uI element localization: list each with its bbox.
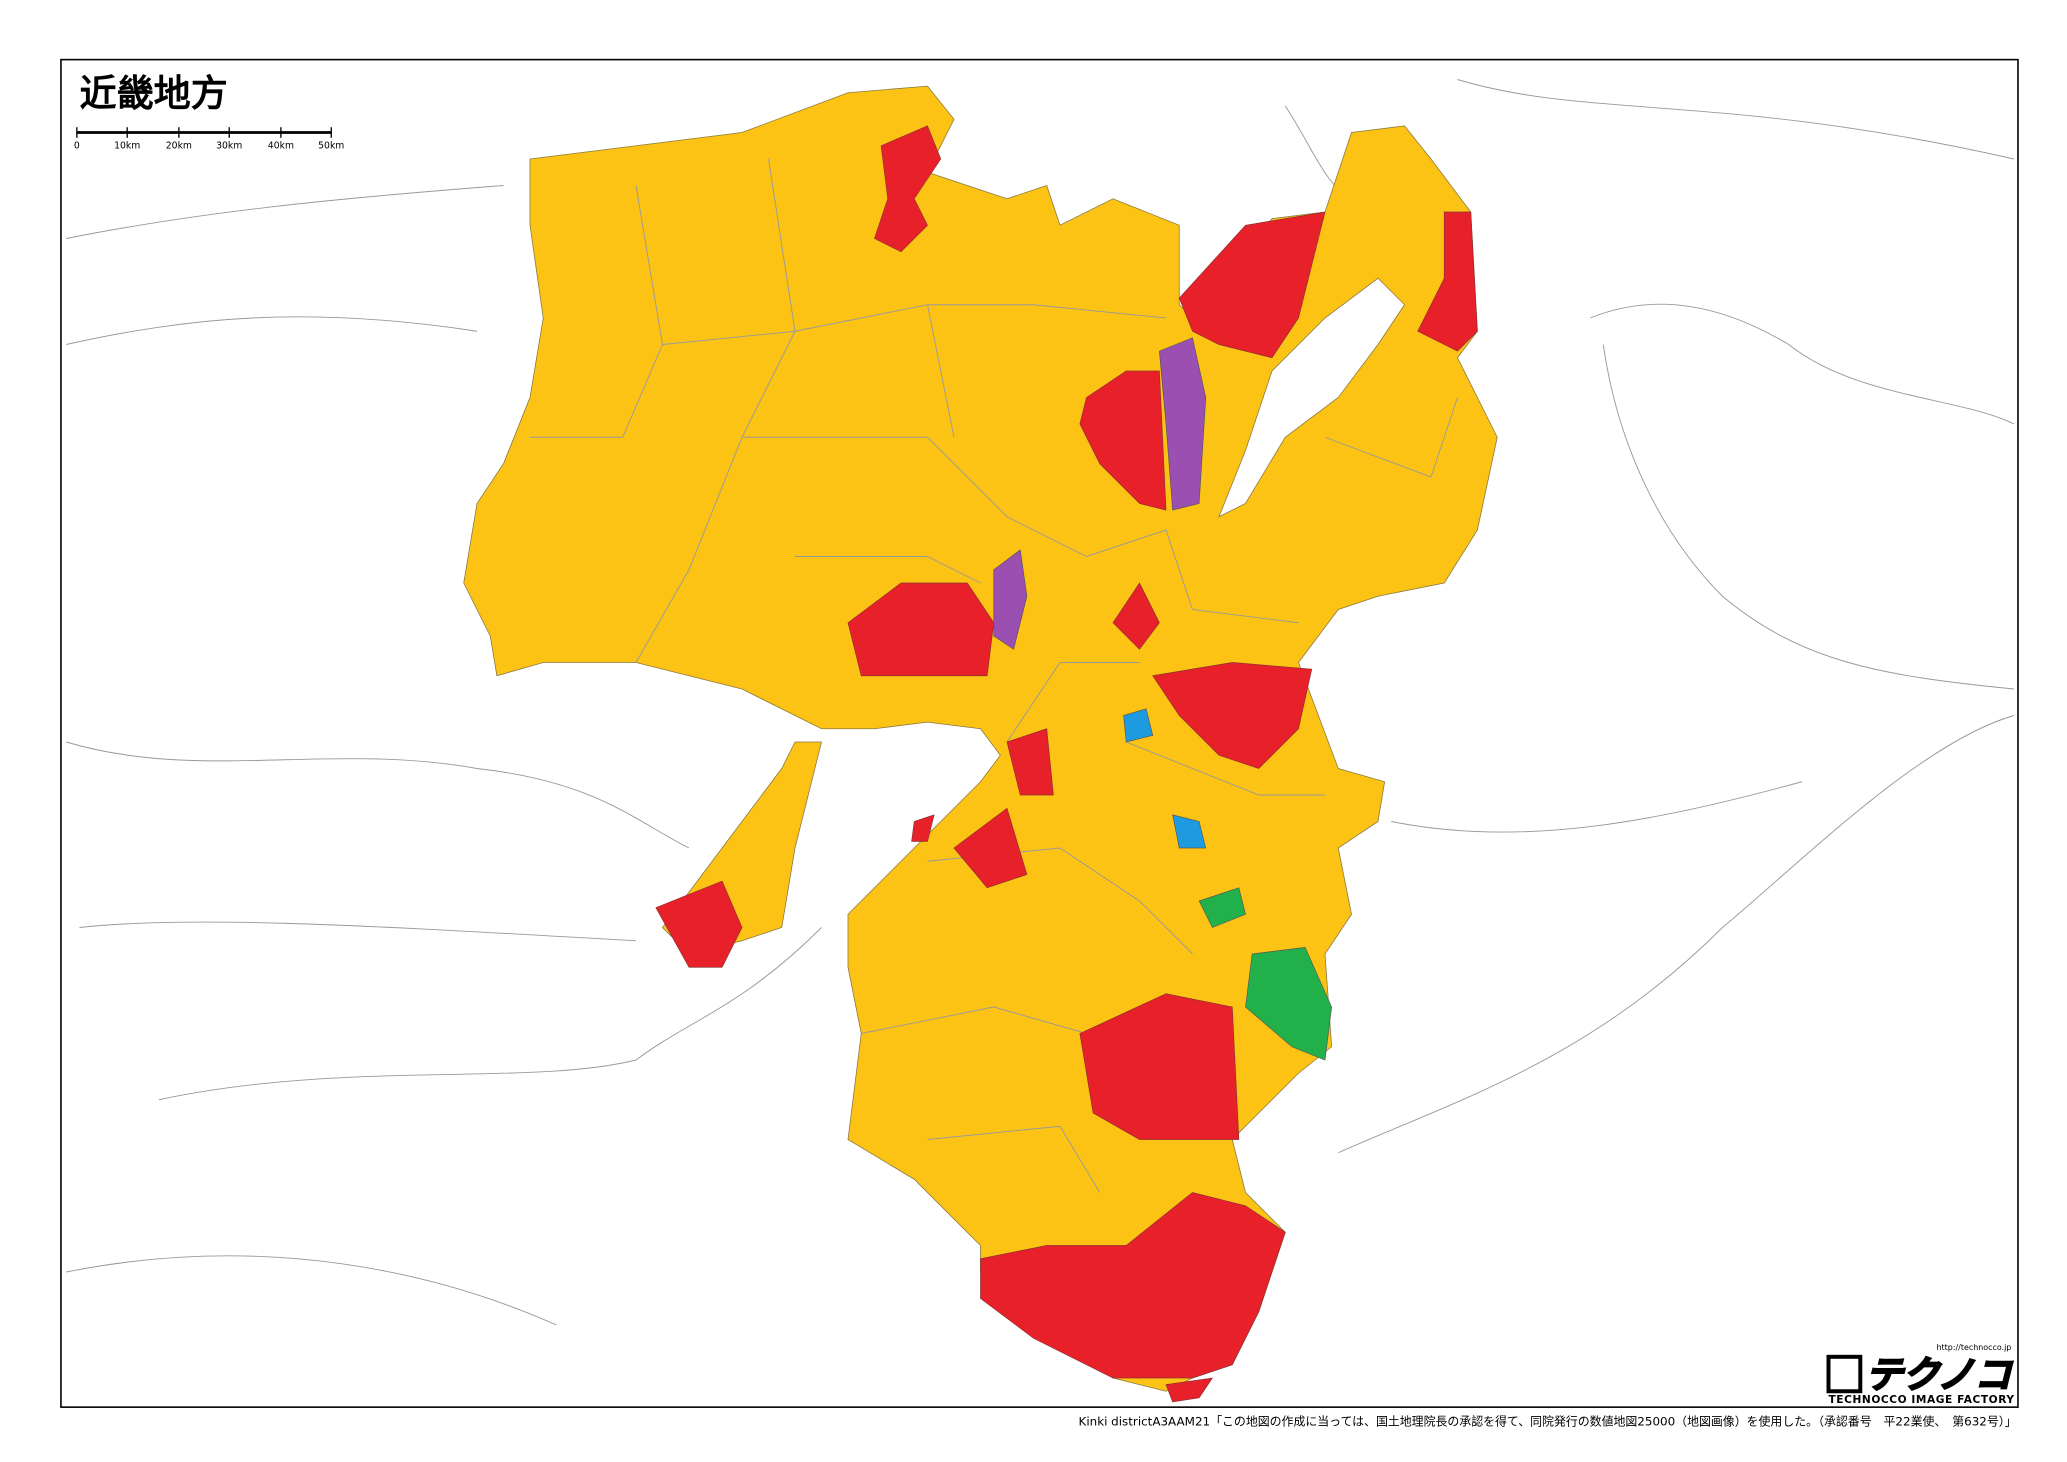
region-red: [655, 880, 743, 968]
scale-label: 20km: [166, 140, 192, 151]
region-green: [1198, 887, 1246, 928]
map-layer: 近畿地方 0 10km 20km 30km 40km 50km http://t…: [60, 58, 2019, 1429]
lake-biwa: [1218, 277, 1406, 518]
region-red: [1178, 211, 1326, 359]
region-purple: [1159, 337, 1207, 511]
footer-caption: Kinki districtA3AAM21「この地図の作成に当っては、国土地理院…: [1079, 1415, 2017, 1429]
region-red: [911, 814, 935, 842]
logo-url: http://technocco.jp: [1937, 1343, 2012, 1352]
region-red: [847, 582, 995, 677]
region-red: [1079, 993, 1240, 1140]
region-blue: [1123, 708, 1154, 743]
scale-bar: 0 10km 20km 30km 40km 50km: [74, 127, 344, 151]
region-red: [1079, 370, 1167, 511]
logo-name: テクノコ: [1866, 1353, 2014, 1396]
logo: http://technocco.jp テクノコ TECHNOCCO IMAGE…: [1826, 1343, 2015, 1406]
region-red: [874, 125, 942, 253]
region-red: [1112, 582, 1160, 650]
scale-label: 40km: [268, 140, 294, 151]
municipal-boundaries: [530, 158, 1458, 1193]
region-blue: [1172, 814, 1207, 849]
region-red: [953, 807, 1028, 889]
scale-label: 0: [74, 140, 80, 151]
scale-label: 30km: [216, 140, 242, 151]
scale-label: 10km: [114, 140, 140, 151]
region-red: [1165, 1377, 1214, 1403]
region-red: [980, 1192, 1286, 1379]
logo-subtitle: TECHNOCCO IMAGE FACTORY: [1829, 1394, 2015, 1406]
region-green: [1245, 947, 1332, 1061]
scale-label: 50km: [318, 140, 344, 151]
region-red: [1006, 728, 1054, 796]
map-title: 近畿地方: [80, 72, 228, 115]
logo-mark: [1826, 1354, 1863, 1394]
region-red: [1417, 211, 1478, 352]
neighbor-outline: [66, 79, 2015, 1326]
region-red: [1152, 662, 1313, 769]
region-purple: [993, 549, 1028, 650]
